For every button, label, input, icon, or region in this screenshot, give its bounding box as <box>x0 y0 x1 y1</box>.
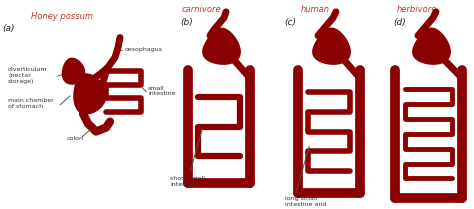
Polygon shape <box>74 74 106 114</box>
Text: colon: colon <box>66 136 83 141</box>
Text: main chamber
of stomach: main chamber of stomach <box>8 98 54 109</box>
Text: herbivore: herbivore <box>397 5 438 14</box>
Text: Honey possum: Honey possum <box>31 12 93 21</box>
Text: (b): (b) <box>180 18 193 27</box>
Text: (d): (d) <box>393 18 406 27</box>
Text: short small
intestine: short small intestine <box>170 129 205 187</box>
Polygon shape <box>203 28 240 64</box>
Text: (a): (a) <box>2 24 15 33</box>
Text: human: human <box>301 5 330 14</box>
Text: small
intestine: small intestine <box>148 85 175 96</box>
Polygon shape <box>63 58 85 84</box>
Text: (c): (c) <box>284 18 296 27</box>
Text: oesophagus: oesophagus <box>125 47 163 52</box>
Text: diverticulum
(nectar
storage): diverticulum (nectar storage) <box>8 67 47 84</box>
Polygon shape <box>313 28 350 64</box>
Polygon shape <box>413 28 450 64</box>
Text: long small
intestine and: long small intestine and <box>285 196 327 206</box>
Text: carnivore: carnivore <box>182 5 221 14</box>
